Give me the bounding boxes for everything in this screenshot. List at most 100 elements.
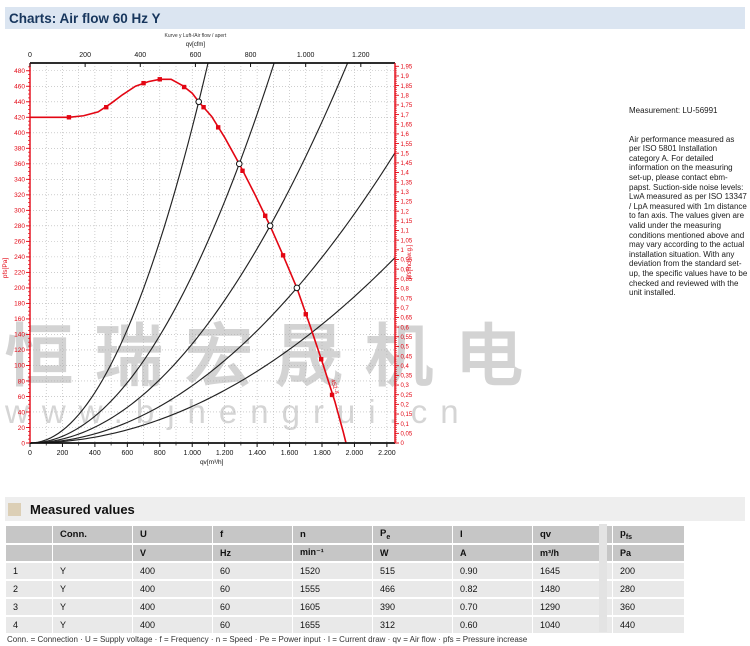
chart-axes [29, 62, 396, 444]
svg-text:0,85: 0,85 [401, 277, 413, 283]
left-axis: 0 20 40 60 80 100 120 140 160 180 200 220 240 260 280 3… [2, 66, 30, 447]
bottom-axis-title: qv[m³/h] [200, 459, 224, 466]
svg-text:1: 1 [401, 248, 405, 254]
bottom-axis: 0 200 400 600 800 1.000 1.200 1.400 1.600 1.800 2.… [28, 443, 396, 466]
svg-text:320: 320 [14, 192, 25, 199]
fan-curve: 452-4 [30, 77, 347, 444]
svg-text:2.000: 2.000 [346, 450, 364, 457]
measurement-notes: Measurement: LU-56991 Air performance me… [629, 106, 748, 298]
fan-performance-curve [30, 78, 347, 444]
svg-text:0: 0 [28, 52, 32, 59]
curve-point-marker [201, 105, 206, 110]
value-cell: 60 [213, 580, 292, 597]
svg-text:1.400: 1.400 [248, 450, 266, 457]
value-cell: 390 [373, 598, 452, 615]
value-cell: 0.90 [453, 562, 532, 579]
curve-point-marker [240, 168, 245, 173]
value-cell: 4 [6, 616, 52, 633]
svg-text:300: 300 [14, 208, 25, 215]
unit-cell: A [453, 544, 532, 561]
svg-text:0,6: 0,6 [401, 325, 410, 331]
measurement-note-body: Air performance measured as per ISO 5801… [629, 134, 748, 298]
svg-text:0,75: 0,75 [401, 296, 413, 302]
svg-text:0,4: 0,4 [401, 364, 410, 370]
value-cell: 400 [133, 616, 212, 633]
value-cell: 60 [213, 616, 292, 633]
curve-point-marker [303, 312, 308, 317]
value-cell: 400 [133, 562, 212, 579]
section-accent-square [8, 502, 21, 516]
value-cell: 440 [613, 616, 684, 633]
value-cell: 466 [373, 580, 452, 597]
page-title-bar: Charts: Air flow 60 Hz Y [5, 7, 745, 29]
svg-text:0,2: 0,2 [401, 403, 410, 409]
svg-text:220: 220 [14, 270, 25, 277]
curve-point-marker [280, 253, 286, 258]
svg-text:0,7: 0,7 [401, 306, 410, 312]
unit-cell: Pa [613, 544, 684, 561]
svg-text:400: 400 [14, 130, 25, 137]
curve-point-marker [329, 392, 335, 398]
svg-text:0: 0 [21, 440, 25, 447]
column-header: Pe [373, 526, 452, 543]
measured-values-title: Measured values [30, 501, 135, 517]
value-cell: 1645 [533, 562, 612, 579]
svg-text:1,3: 1,3 [401, 190, 410, 196]
operating-point-marker [266, 222, 274, 230]
svg-text:1.000: 1.000 [297, 52, 315, 59]
table-row: 1 Y 400 60 1520 515 0.90 1645 200 [6, 562, 684, 579]
value-cell: 200 [613, 562, 684, 579]
svg-text:1,45: 1,45 [401, 161, 413, 167]
unit-cell: V [133, 544, 212, 561]
top-axis: 0 200 400 600 800 1.000 1.200 Kurve y Luft-/Air… [28, 33, 370, 67]
svg-text:1,85: 1,85 [401, 84, 413, 90]
curve-point-marker [104, 105, 109, 110]
column-header [6, 526, 52, 543]
svg-text:340: 340 [14, 177, 25, 184]
value-cell: 1290 [533, 598, 612, 615]
svg-text:1,65: 1,65 [401, 122, 413, 128]
value-cell: 400 [133, 580, 212, 597]
left-axis-title: pfs[Pa] [2, 258, 9, 278]
svg-text:0,25: 0,25 [401, 393, 413, 399]
table-row: 4 Y 400 60 1655 312 0.60 1040 440 [6, 616, 684, 633]
value-cell: Y [53, 562, 132, 579]
measurement-id: Measurement: LU-56991 [629, 106, 718, 115]
svg-text:0,95: 0,95 [401, 258, 413, 264]
svg-text:1,1: 1,1 [401, 229, 410, 235]
svg-text:280: 280 [14, 223, 25, 230]
svg-text:1.800: 1.800 [313, 450, 331, 457]
column-header: U [133, 526, 212, 543]
right-axis: 0 0,05 0,1 0,15 0,2 0,25 0,3 0,35 0,4 0,45 0,5 0,55… [395, 64, 413, 447]
load-curve [29, 62, 349, 444]
value-cell: 1555 [293, 580, 372, 597]
svg-text:200: 200 [14, 285, 25, 292]
column-header: qv [533, 526, 612, 543]
svg-text:460: 460 [14, 84, 25, 91]
value-cell: 1520 [293, 562, 372, 579]
value-cell: 60 [213, 562, 292, 579]
curve-point-marker [215, 125, 221, 130]
svg-text:1.000: 1.000 [183, 450, 201, 457]
svg-text:0,5: 0,5 [401, 345, 410, 351]
svg-text:1,2: 1,2 [401, 209, 410, 215]
svg-text:800: 800 [154, 450, 166, 457]
svg-text:800: 800 [245, 52, 257, 59]
svg-text:200: 200 [79, 52, 91, 59]
value-cell: 360 [613, 598, 684, 615]
unit-cell: m³/h [533, 544, 612, 561]
chart-svg: 452-402040608010012014016018020022024026… [2, 33, 413, 466]
load-curve [29, 257, 396, 444]
svg-text:600: 600 [190, 52, 202, 59]
chart-grid [30, 63, 395, 443]
table-footnote: Conn. = Connection · U = Supply voltage … [7, 635, 528, 644]
value-cell: 1480 [533, 580, 612, 597]
curve-point-marker [181, 84, 187, 90]
measured-values-header: Measured values [5, 497, 745, 521]
unit-cell [53, 544, 132, 561]
value-cell: 3 [6, 598, 52, 615]
value-cell: Y [53, 616, 132, 633]
load-curve [29, 152, 396, 444]
column-header: f [213, 526, 292, 543]
svg-text:1,95: 1,95 [401, 64, 413, 70]
